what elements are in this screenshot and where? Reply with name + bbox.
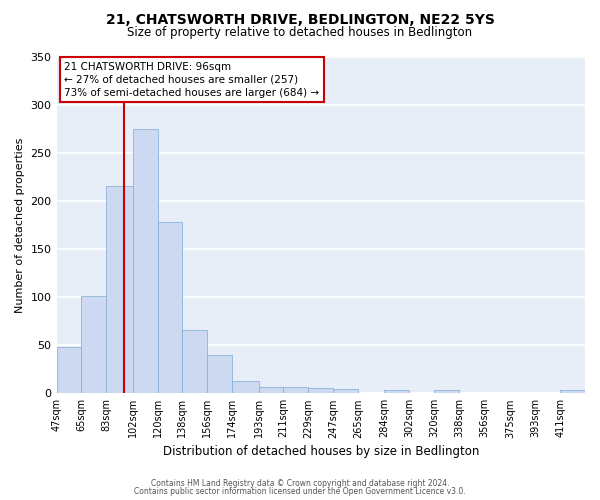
Text: Contains public sector information licensed under the Open Government Licence v3: Contains public sector information licen…	[134, 487, 466, 496]
Bar	[182, 330, 208, 394]
Bar	[82, 296, 106, 394]
Bar	[133, 128, 158, 394]
Bar	[259, 386, 283, 394]
Bar	[232, 381, 259, 394]
Bar	[208, 355, 232, 394]
Text: Contains HM Land Registry data © Crown copyright and database right 2024.: Contains HM Land Registry data © Crown c…	[151, 478, 449, 488]
Bar	[308, 388, 333, 394]
Bar	[56, 347, 82, 394]
Text: 21, CHATSWORTH DRIVE, BEDLINGTON, NE22 5YS: 21, CHATSWORTH DRIVE, BEDLINGTON, NE22 5…	[106, 12, 494, 26]
Text: Size of property relative to detached houses in Bedlington: Size of property relative to detached ho…	[127, 26, 473, 39]
Bar	[158, 222, 182, 394]
Y-axis label: Number of detached properties: Number of detached properties	[15, 137, 25, 312]
Bar	[385, 390, 409, 394]
Bar	[333, 390, 358, 394]
Text: 21 CHATSWORTH DRIVE: 96sqm
← 27% of detached houses are smaller (257)
73% of sem: 21 CHATSWORTH DRIVE: 96sqm ← 27% of deta…	[64, 62, 320, 98]
Bar	[434, 390, 459, 394]
X-axis label: Distribution of detached houses by size in Bedlington: Distribution of detached houses by size …	[163, 444, 479, 458]
Bar	[560, 390, 585, 394]
Bar	[106, 186, 133, 394]
Bar	[283, 386, 308, 394]
